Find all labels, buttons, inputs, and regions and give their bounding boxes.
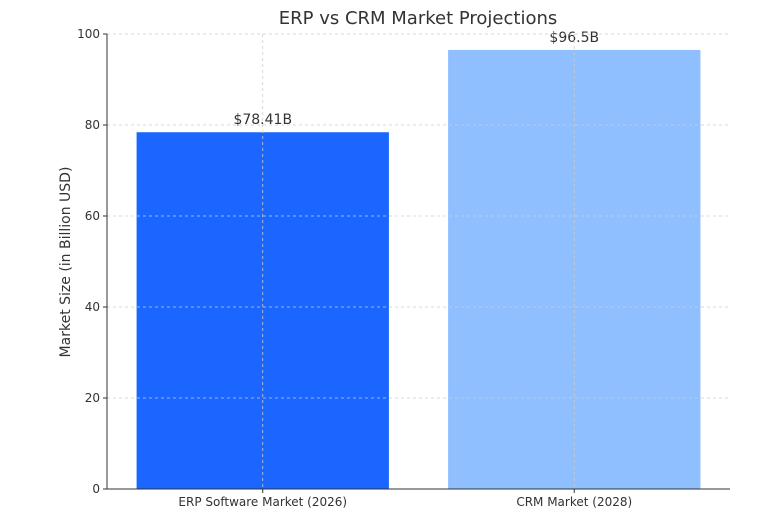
- y-tick-label-3: 60: [85, 209, 100, 223]
- axes-layer: 0 20 40 60 80 100 ERP Software Market (2026) CR…: [77, 27, 730, 509]
- chart-title: ERP vs CRM Market Projections: [279, 8, 558, 29]
- y-tick-label-2: 40: [85, 300, 100, 314]
- x-tick-label-0: ERP Software Market (2026): [178, 495, 347, 509]
- bars-layer: $78.41B$96.5B: [136, 30, 701, 490]
- y-tick-label-1: 20: [85, 391, 100, 405]
- y-axis-label: Market Size (in Billion USD): [58, 167, 74, 358]
- x-tick-label-1: CRM Market (2028): [516, 495, 632, 509]
- y-tick-label-5: 100: [77, 27, 100, 41]
- data-label-1: $96.5B: [549, 30, 599, 46]
- y-tick-label-0: 0: [92, 482, 100, 496]
- y-tick-label-4: 80: [85, 118, 100, 132]
